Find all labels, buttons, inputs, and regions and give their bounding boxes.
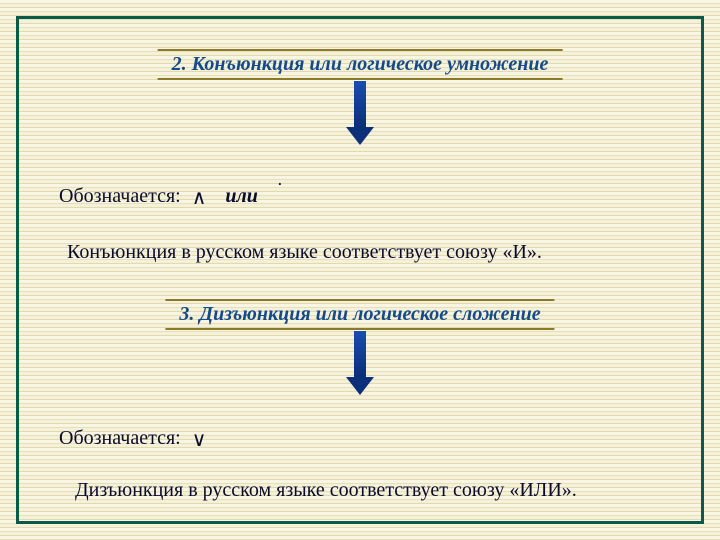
section1-description-text: Конъюнкция в русском языке соответствует… [67, 241, 542, 263]
section2-description: Дизъюнкция в русском языке соответствует… [75, 479, 577, 502]
section2-description-text: Дизъюнкция в русском языке соответствует… [75, 479, 577, 501]
arrow-head [346, 377, 374, 395]
section1-description: Конъюнкция в русском языке соответствует… [67, 241, 542, 264]
section1-heading-box: 2. Конъюнкция или логическое умножение [158, 49, 563, 80]
arrow-stem [354, 331, 366, 377]
section1-designation-line: Обозначается: ∧ или · [59, 185, 283, 210]
section1-heading-text: 2. Конъюнкция или логическое умножение [172, 53, 549, 75]
section2-designated-label: Обозначается: [59, 427, 181, 449]
slide: 2. Конъюнкция или логическое умножение О… [0, 0, 720, 540]
and-symbol-icon: ∧ [192, 185, 207, 210]
section1-ili-word: или [225, 185, 258, 207]
section2-heading-text: 3. Дизъюнкция или логическое сложение [179, 303, 540, 325]
dot-symbol-icon: · [277, 174, 283, 195]
section1-arrow-icon [346, 81, 374, 145]
section2-heading-box: 3. Дизъюнкция или логическое сложение [165, 299, 554, 330]
section2-arrow-icon [346, 331, 374, 395]
arrow-head [346, 127, 374, 145]
arrow-stem [354, 81, 366, 127]
section2-designation-line: Обозначается: ∨ [59, 427, 212, 452]
section1-designated-label: Обозначается: [59, 185, 181, 207]
or-symbol-icon: ∨ [192, 427, 207, 452]
slide-frame: 2. Конъюнкция или логическое умножение О… [16, 16, 704, 524]
